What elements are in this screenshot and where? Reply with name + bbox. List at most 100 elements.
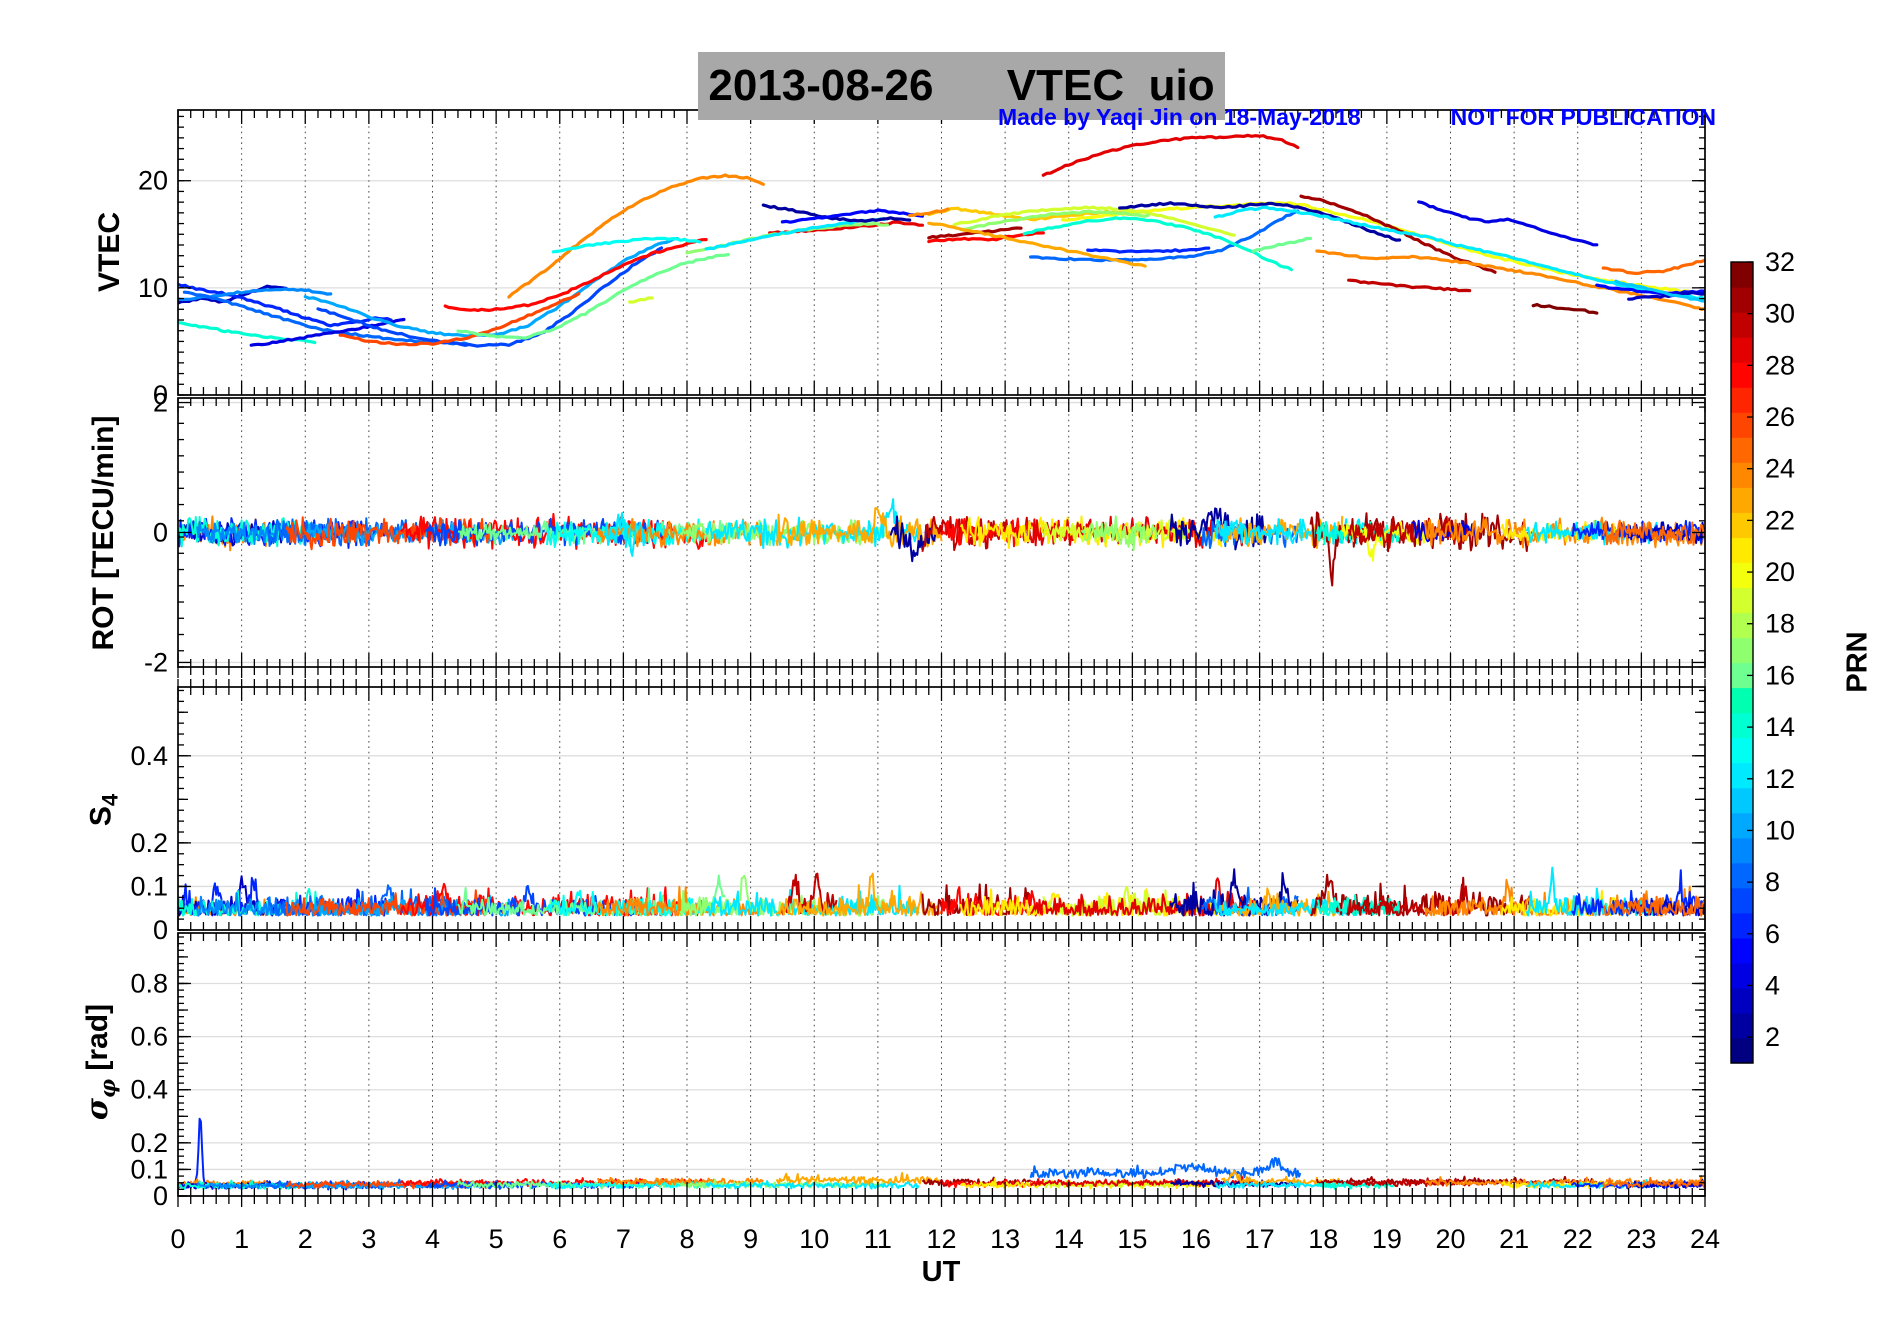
colorbar-tick-label: 16 — [1765, 660, 1795, 690]
vtec-series-prn-2 — [761, 203, 912, 223]
y-tick-label: 0 — [153, 380, 168, 410]
rot-trace-prn-23 — [775, 507, 943, 548]
colorbar-band — [1731, 712, 1753, 739]
colorbar-label-prn: PRN — [1841, 631, 1874, 693]
sigma_phi-trace-prn-6 — [178, 1117, 388, 1191]
colorbar-band — [1731, 837, 1753, 864]
colorbar-tick-label: 20 — [1765, 557, 1795, 587]
x-tick-label: 15 — [1117, 1224, 1147, 1254]
colorbar-band — [1731, 387, 1753, 413]
ylabel-s4-sub: 4 — [97, 793, 123, 807]
ylabel-s4: S4 — [85, 794, 124, 826]
vtec-series-prn-32 — [1531, 303, 1599, 315]
x-tick-label: 13 — [990, 1224, 1020, 1254]
vtec-series-prn-13 — [551, 236, 702, 254]
colorbar-band — [1731, 962, 1753, 989]
x-tick-label: 6 — [552, 1224, 567, 1254]
vtec-series-prn-31 — [1299, 194, 1497, 274]
sigma_phi-trace-prn-24 — [596, 1176, 764, 1186]
colorbar-tick-label: 32 — [1765, 247, 1795, 277]
y-tick-label: -2 — [144, 647, 168, 677]
vtec-series-prn-29 — [1041, 133, 1300, 177]
sigma_phi-trace-prn-8 — [1029, 1157, 1302, 1180]
y-tick-label: 0.1 — [130, 1154, 168, 1184]
rot-trace-prn-28 — [940, 517, 1045, 548]
colorbar-band — [1731, 512, 1753, 538]
colorbar-band — [1731, 762, 1753, 789]
sigma_phi-trace-prn-21 — [960, 1178, 1223, 1190]
colorbar-band — [1731, 737, 1753, 764]
x-tick-label: 23 — [1626, 1224, 1656, 1254]
y-tick-label: 0 — [153, 1181, 168, 1211]
x-tick-label: 19 — [1372, 1224, 1402, 1254]
s4-trace-prn-12 — [705, 884, 920, 917]
y-tick-label: 20 — [138, 166, 168, 196]
colorbar-tick-label: 28 — [1765, 350, 1795, 380]
panel-frame — [177, 686, 1706, 931]
colorbar-band — [1731, 987, 1753, 1014]
colorbar-band — [1731, 887, 1753, 914]
s4-trace-prn-23 — [775, 872, 943, 917]
ylabel-vtec: VTEC — [93, 211, 126, 293]
rot-trace-prn-30 — [1347, 515, 1471, 549]
sigma_phi-trace-prn-17 — [679, 1178, 886, 1190]
y-tick-label: 0 — [153, 518, 168, 548]
vtec-series-prn-24 — [507, 173, 765, 299]
y-tick-label: 10 — [138, 273, 168, 303]
vtec-series-prn-24 — [908, 207, 950, 218]
colorbar-tick-label: 6 — [1765, 919, 1780, 949]
colorbar-tick-label: 14 — [1765, 712, 1795, 742]
colorbar-band — [1731, 1012, 1753, 1039]
sigma_phi-trace-prn-21 — [1500, 1180, 1617, 1190]
panel-s4: 0 0.1 0.2 0.4 — [130, 679, 1706, 945]
ylabel-rot: ROT [TECU/min] — [87, 415, 120, 651]
vtec-series-prn-26 — [338, 292, 581, 347]
sigma_phi-trace-prn-25 — [1602, 1176, 1705, 1188]
vtec-series-prn-12 — [1213, 205, 1705, 301]
colorbar-tick-label: 26 — [1765, 402, 1795, 432]
x-tick-label: 4 — [425, 1224, 440, 1254]
x-tick-label: 8 — [679, 1224, 694, 1254]
colorbar-band — [1731, 912, 1753, 939]
colorbar-band — [1731, 337, 1753, 363]
rot-trace-prn-14 — [1315, 521, 1401, 545]
note-made-by: Made by Yaqi Jin on 18-May-2018 — [998, 104, 1361, 130]
x-tick-label: 12 — [926, 1224, 956, 1254]
colorbar-band — [1731, 812, 1753, 839]
x-tick-label: 10 — [799, 1224, 829, 1254]
y-tick-label: 0.2 — [130, 1128, 168, 1158]
panel-sigma_phi: 00.10.2 0.4 0.6 0.8 — [130, 932, 1706, 1211]
colorbar-band — [1731, 637, 1753, 664]
x-tick-label: 7 — [616, 1224, 631, 1254]
colorbar-tick-label: 12 — [1765, 764, 1795, 794]
x-tick-label: 14 — [1054, 1224, 1084, 1254]
vtec-series-prn-30 — [1347, 278, 1472, 293]
colorbar-band — [1731, 462, 1753, 488]
panel-data-s4 — [178, 866, 1705, 917]
ylabel-s4-main: S — [84, 806, 118, 827]
vtec-series-prn-4 — [249, 317, 406, 347]
x-tick-label: 17 — [1245, 1224, 1275, 1254]
colorbar-tick-label: 18 — [1765, 609, 1795, 639]
colorbar-tick-label: 4 — [1765, 970, 1780, 1000]
panel-vtec: 0 10 20 — [138, 109, 1706, 410]
panel-frame — [177, 932, 1706, 1197]
panel-data-vtec — [178, 133, 1705, 348]
x-tick-label: 0 — [170, 1224, 185, 1254]
x-tick-label: 21 — [1499, 1224, 1529, 1254]
s4-trace-prn-25 — [1602, 893, 1705, 917]
panel-data-rot — [178, 498, 1705, 587]
colorbar-band — [1731, 937, 1753, 964]
y-tick-label: 2 — [153, 388, 168, 418]
figure-title: 2013-08-26 VTEC uio — [708, 61, 1215, 110]
rot-trace-prn-28 — [400, 512, 708, 550]
x-tick-label: 22 — [1563, 1224, 1593, 1254]
colorbar-frame — [1730, 261, 1754, 1064]
rot-trace-prn-12 — [603, 512, 646, 557]
colorbar-band — [1731, 437, 1753, 463]
y-tick-label: 0 — [153, 915, 168, 945]
colorbar-band — [1731, 687, 1753, 714]
sigma_phi-trace-prn-29 — [1029, 1175, 1254, 1188]
colorbar-tick-label: 8 — [1765, 867, 1780, 897]
vtec-series-prn-7 — [316, 246, 664, 348]
